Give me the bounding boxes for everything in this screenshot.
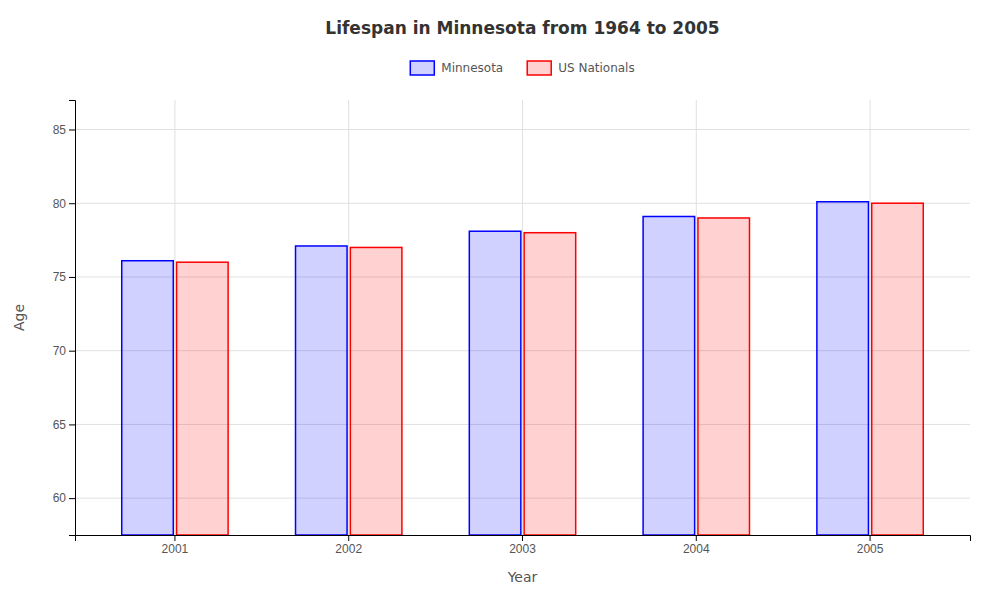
x-tick-label: 2004 bbox=[683, 542, 710, 556]
legend-swatch bbox=[410, 61, 434, 75]
bar bbox=[817, 202, 869, 535]
bar bbox=[177, 262, 229, 535]
bar bbox=[350, 247, 402, 535]
y-tick-mark bbox=[69, 203, 75, 204]
plot: 60 65 70 75 80 85 2001 2002 2003 2004 2005 bbox=[53, 100, 971, 556]
x-tick: 2004 bbox=[683, 535, 710, 556]
legend-swatch bbox=[527, 61, 551, 75]
y-tick: 70 bbox=[53, 344, 75, 358]
x-tick-label: 2002 bbox=[335, 542, 362, 556]
bar bbox=[296, 246, 348, 535]
x-tick: 2005 bbox=[857, 535, 884, 556]
bar bbox=[469, 231, 521, 535]
y-tick-label: 75 bbox=[53, 270, 67, 284]
grid-line-x bbox=[870, 100, 871, 535]
x-tick-mark bbox=[522, 535, 523, 541]
y-tick: 65 bbox=[53, 418, 75, 432]
y-tick: 60 bbox=[53, 491, 75, 505]
bar bbox=[872, 203, 924, 535]
bars bbox=[122, 202, 924, 535]
x-axis-title: Year bbox=[507, 569, 538, 585]
y-axis-title: Age bbox=[11, 304, 27, 331]
x-tick: 2001 bbox=[162, 535, 189, 556]
grid-line-x bbox=[348, 100, 349, 535]
y-tick-mark bbox=[69, 498, 75, 499]
x-tick-mark bbox=[348, 535, 349, 541]
grid-line-x bbox=[696, 100, 697, 535]
bar bbox=[122, 261, 174, 535]
y-axis: 60 65 70 75 80 85 bbox=[53, 101, 76, 536]
y-tick-mark bbox=[69, 129, 75, 130]
y-tick: 75 bbox=[53, 270, 75, 284]
grid bbox=[75, 100, 970, 535]
x-tick: 2003 bbox=[509, 535, 536, 556]
legend-label: Minnesota bbox=[441, 61, 503, 75]
x-axis-line bbox=[76, 536, 971, 542]
bar bbox=[524, 233, 576, 535]
y-tick-mark bbox=[69, 277, 75, 278]
y-tick-label: 70 bbox=[53, 344, 67, 358]
legend-item: US Nationals bbox=[527, 61, 634, 75]
x-tick-mark bbox=[870, 535, 871, 541]
title: Lifespan in Minnesota from 1964 to 2005 bbox=[325, 18, 719, 38]
x-tick-label: 2005 bbox=[857, 542, 884, 556]
x-tick-mark bbox=[696, 535, 697, 541]
chart: 60 65 70 75 80 85 2001 2002 2003 2004 2005 Year Age L… bbox=[0, 0, 1000, 600]
series bbox=[177, 203, 924, 535]
y-tick: 85 bbox=[53, 123, 75, 137]
grid-line-x bbox=[522, 100, 523, 535]
y-tick-label: 85 bbox=[53, 123, 67, 137]
x-tick: 2002 bbox=[335, 535, 362, 556]
y-tick: 80 bbox=[53, 197, 75, 211]
legend-item: Minnesota bbox=[410, 61, 503, 75]
x-tick-label: 2003 bbox=[509, 542, 536, 556]
grid-line-x bbox=[174, 100, 175, 535]
bar bbox=[698, 218, 750, 535]
bar bbox=[643, 216, 695, 535]
x-tick-mark bbox=[174, 535, 175, 541]
y-tick-label: 80 bbox=[53, 197, 67, 211]
y-tick-label: 60 bbox=[53, 491, 67, 505]
y-tick-label: 65 bbox=[53, 418, 67, 432]
y-tick-mark bbox=[69, 424, 75, 425]
x-axis: 2001 2002 2003 2004 2005 bbox=[76, 535, 971, 556]
legend-label: US Nationals bbox=[558, 61, 634, 75]
y-axis-line bbox=[69, 101, 76, 536]
series bbox=[122, 202, 869, 535]
x-tick-label: 2001 bbox=[162, 542, 189, 556]
y-tick-mark bbox=[69, 351, 75, 352]
legend: Minnesota US Nationals bbox=[410, 61, 634, 75]
